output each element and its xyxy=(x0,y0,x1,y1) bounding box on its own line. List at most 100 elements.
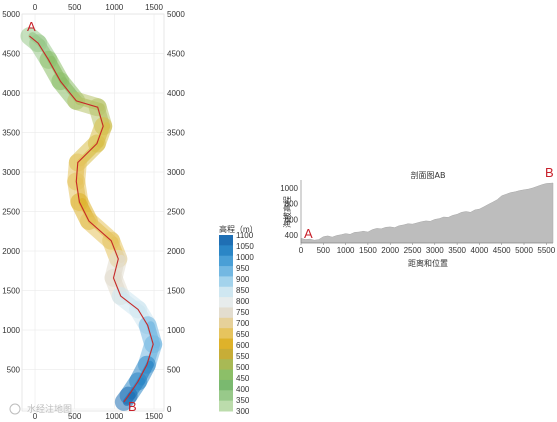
legend-label-3: 950 xyxy=(236,264,250,273)
map-y-tick-left-3: 1500 xyxy=(2,287,20,296)
legend-swatch-7 xyxy=(219,307,233,319)
profile-y-tick-0: 400 xyxy=(285,231,299,240)
map-x-tick-bottom-1: 500 xyxy=(68,412,82,421)
profile-x-ticks: 0 500 1000 1500 2000 2500 3000 3500 4000 4500 5000… xyxy=(299,243,556,255)
legend-label-6: 800 xyxy=(236,297,250,306)
legend-swatch-3 xyxy=(219,266,233,277)
map-y-tick-right-10: 5000 xyxy=(167,10,185,19)
map-point-b-label: B xyxy=(128,399,137,414)
legend-swatch-5 xyxy=(219,286,233,298)
map-y-tick-left-2: 1000 xyxy=(2,326,20,335)
legend-swatch-4 xyxy=(219,276,233,288)
legend-label-8: 700 xyxy=(236,319,250,328)
legend-swatch-11 xyxy=(219,348,233,360)
legend-labels: 1100 1050 1000 950 900 850 800 750 700 650 600 550 5… xyxy=(236,231,254,416)
legend-swatch-13 xyxy=(219,369,233,381)
map-y-tick-right-2: 1000 xyxy=(167,326,185,335)
profile-x-tick-6: 3000 xyxy=(426,246,444,255)
legend-swatch-12 xyxy=(219,359,233,371)
map-x-tick-top-2: 1000 xyxy=(105,3,123,12)
map-y-tick-right-1: 500 xyxy=(167,366,181,375)
map-y-tick-right-5: 2500 xyxy=(167,208,185,217)
legend-swatch-15 xyxy=(219,390,233,402)
map-point-a-label: A xyxy=(27,19,36,34)
legend-swatch-8 xyxy=(219,317,233,329)
map-x-ticks-top: 0 500 1000 1500 xyxy=(33,3,164,12)
map-y-tick-right-3: 1500 xyxy=(167,287,185,296)
legend-swatch-6 xyxy=(219,297,233,308)
map-y-tick-right-9: 4500 xyxy=(167,50,185,59)
map-x-tick-top-3: 1500 xyxy=(145,3,163,12)
legend-label-15: 350 xyxy=(236,396,250,405)
legend-label-13: 450 xyxy=(236,374,250,383)
profile-x-tick-3: 1500 xyxy=(359,246,377,255)
legend-label-12: 500 xyxy=(236,363,250,372)
profile-x-tick-7: 3500 xyxy=(448,246,466,255)
legend-swatch-10 xyxy=(219,338,233,350)
map-y-tick-right-7: 3500 xyxy=(167,129,185,138)
profile-area xyxy=(300,182,554,244)
map-y-tick-left-1: 500 xyxy=(7,366,21,375)
map-x-tick-top-0: 0 xyxy=(33,3,38,12)
profile-x-tick-4: 2000 xyxy=(381,246,399,255)
legend-swatch-1 xyxy=(219,245,233,257)
profile-x-tick-11: 5500 xyxy=(537,246,555,255)
map-y-tick-left-10: 5000 xyxy=(2,10,20,19)
terrain-core-21 xyxy=(122,391,136,406)
legend-label-11: 550 xyxy=(236,352,250,361)
map-y-tick-left-6: 3000 xyxy=(2,168,20,177)
profile-x-tick-10: 5000 xyxy=(515,246,533,255)
map-y-tick-right-0: 0 xyxy=(167,405,172,414)
legend-color-bar xyxy=(219,235,233,412)
map-y-ticks-right: 0 500 1000 1500 2000 2500 3000 3500 4000 4500 5000 xyxy=(167,10,185,414)
legend-label-9: 650 xyxy=(236,330,250,339)
legend-label-16: 300 xyxy=(236,407,250,416)
legend-swatch-16 xyxy=(219,400,233,412)
legend-swatch-14 xyxy=(219,379,233,391)
legend-swatch-9 xyxy=(219,328,233,340)
map-y-tick-left-7: 3500 xyxy=(2,129,20,138)
map-x-tick-bottom-0: 0 xyxy=(33,412,38,421)
profile-chart: 剖面图AB 0 500 1000 1500 2000 2500 3000 3500 4000 45… xyxy=(280,165,556,268)
route-line xyxy=(29,35,154,403)
profile-x-tick-8: 4000 xyxy=(471,246,489,255)
profile-x-label: 距离和位置 xyxy=(408,258,448,268)
watermark: 水经注地图 xyxy=(9,403,72,415)
profile-point-b-label: B xyxy=(545,165,554,180)
legend-label-1: 1050 xyxy=(236,242,254,251)
map-y-tick-right-4: 2000 xyxy=(167,247,185,256)
map-y-tick-left-8: 4000 xyxy=(2,89,20,98)
profile-title: 剖面图AB xyxy=(411,170,446,180)
watermark-icon xyxy=(9,403,21,415)
profile-y-tick-3: 1000 xyxy=(280,184,298,193)
map-y-tick-right-6: 3000 xyxy=(167,168,185,177)
map-y-tick-right-8: 4000 xyxy=(167,89,185,98)
profile-x-tick-0: 0 xyxy=(299,246,304,255)
map-y-tick-left-5: 2500 xyxy=(2,208,20,217)
legend-label-7: 750 xyxy=(236,308,250,317)
legend-label-14: 400 xyxy=(236,385,250,394)
profile-x-tick-2: 1000 xyxy=(337,246,355,255)
profile-x-tick-9: 4500 xyxy=(493,246,511,255)
legend-label-0: 1100 xyxy=(236,231,254,240)
elevation-legend: 高程（m） 1100 1050 1000 950 900 850 800 750 700 650 6… xyxy=(219,224,258,416)
legend-label-5: 850 xyxy=(236,286,250,295)
profile-x-tick-5: 2500 xyxy=(404,246,422,255)
map-x-tick-bottom-2: 1000 xyxy=(105,412,123,421)
legend-swatch-0 xyxy=(219,235,233,246)
map-x-tick-top-1: 500 xyxy=(68,3,82,12)
profile-y-tick-1: 600 xyxy=(285,215,299,224)
watermark-text: 水经注地图 xyxy=(27,403,72,415)
legend-swatch-2 xyxy=(219,255,233,267)
profile-x-tick-1: 500 xyxy=(317,246,331,255)
profile-point-a-label: A xyxy=(304,226,313,241)
legend-label-4: 900 xyxy=(236,275,250,284)
map-y-ticks-left: 500 1000 1500 2000 2500 3000 3500 4000 4500 5000 xyxy=(2,10,20,375)
map-y-tick-left-4: 2000 xyxy=(2,247,20,256)
map-x-tick-bottom-3: 1500 xyxy=(145,412,163,421)
legend-title: 高程（m） xyxy=(219,224,258,234)
legend-label-2: 1000 xyxy=(236,253,254,262)
elevation-map: 0 500 1000 1500 0 500 1000 1500 500 1000 1500 200… xyxy=(2,3,185,421)
map-y-tick-left-9: 4500 xyxy=(2,50,20,59)
